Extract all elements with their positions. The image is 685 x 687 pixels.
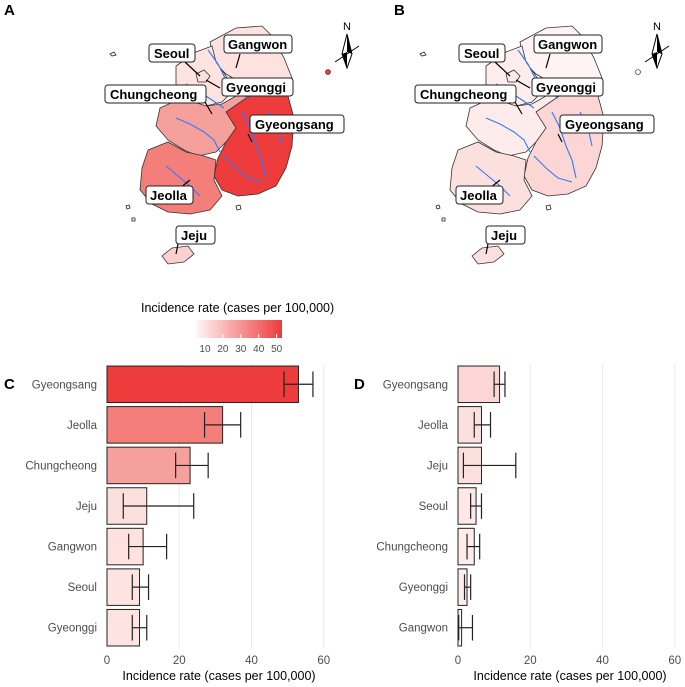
x-tick-label: 60 [317,655,330,667]
category-label: Gyeongsang [32,379,97,391]
bar-gyeongsang [457,365,501,404]
legend-title: Incidence rate (cases per 100,000) [141,301,334,315]
x-tick-label: 40 [245,655,258,667]
islands-a [109,51,242,222]
label-text-chungcheong-b: Chungcheong [420,87,507,102]
category-label: Jeju [427,460,448,472]
label-text-gangwon-a: Gangwon [228,37,287,52]
dokdo-island-a [325,69,331,75]
label-chungcheong-a: Chungcheong [104,84,213,115]
legend-tick-label: 50 [271,344,283,355]
north-arrow-b: N [644,21,670,70]
legend-ticks: 10 20 30 40 50 [199,334,283,355]
region-jeju [471,245,505,265]
legend-tick-label: 20 [217,344,229,355]
region-jeju [161,245,195,265]
label-text-seoul-b: Seoul [464,46,499,61]
map-a: N Seoul Gangwon Gyeonggi Chungcheong Gye… [104,21,360,265]
legend-gradient-bar [196,320,282,338]
category-label: Seoul [68,582,97,594]
category-label: Chungcheong [376,542,448,554]
color-legend: Incidence rate (cases per 100,000) 10 20 3… [141,301,334,355]
x-tick-label: 20 [524,655,537,667]
north-arrow-a: N [334,21,360,70]
legend-tick-label: 10 [199,344,211,355]
region-seoul [505,69,521,83]
label-text-gangwon-b: Gangwon [538,37,597,52]
label-text-jeolla-b: Jeolla [460,188,498,203]
label-text-jeju-a: Jeju [181,228,207,243]
compass-n-label-a: N [343,21,351,33]
bar-gyeongsang [106,365,299,404]
panel-letter-b: B [394,2,405,19]
label-jeolla-a: Jeolla [145,179,194,205]
label-gangwon-b: Gangwon [533,34,603,69]
legend-tick-label: 30 [235,344,247,355]
label-text-gyeonggi-a: Gyeonggi [226,80,286,95]
category-label: Gangwon [399,623,448,635]
panel-letter-c: C [4,376,15,393]
label-gyeonggi-a: Gyeonggi [205,77,294,97]
label-text-seoul-a: Seoul [154,46,189,61]
category-label: Gyeongsang [383,379,448,391]
x-tick-label: 0 [455,655,461,667]
category-label: Jeolla [418,420,449,432]
label-jeju-b: Jeju [485,225,526,255]
x-tick-label: 40 [596,655,609,667]
label-text-gyeongsang-b: Gyeongsang [565,117,644,132]
label-text-jeju-b: Jeju [491,228,517,243]
compass-n-label-b: N [653,21,661,33]
chart-d: Gyeongsang Jeolla Jeju Seoul Chungcheong Gyeo… [376,364,681,683]
label-text-gyeongsang-a: Gyeongsang [255,117,334,132]
category-label: Jeolla [67,420,98,432]
x-tick-label: 20 [173,655,186,667]
label-seoul-b: Seoul [458,43,511,77]
dokdo-island-b [635,69,641,75]
map-b: N Seoul Gangwon Gyeonggi Chungcheong Gye… [414,21,670,265]
panel-letter-d: D [354,376,365,393]
region-seoul [195,69,211,83]
label-seoul-a: Seoul [148,43,201,77]
x-axis-title: Incidence rate (cases per 100,000) [473,669,666,683]
x-axis-title: Incidence rate (cases per 100,000) [122,669,315,683]
label-text-chungcheong-a: Chungcheong [110,87,197,102]
legend-tick-label: 40 [253,344,265,355]
label-gyeonggi-b: Gyeonggi [515,77,604,97]
category-label: Seoul [419,501,448,513]
chart-c: Gyeongsang Jeolla Chungcheong Jeju Gangwon Se… [25,364,330,683]
category-label: Chungcheong [25,460,97,472]
label-gyeongsang-b: Gyeongsang [557,114,655,143]
label-jeju-a: Jeju [175,225,216,255]
bar-jeolla [106,406,224,444]
category-label: Gyeonggi [399,582,448,594]
category-label: Gangwon [48,542,97,554]
label-gangwon-a: Gangwon [223,34,293,69]
label-text-gyeonggi-b: Gyeonggi [536,80,596,95]
label-chungcheong-b: Chungcheong [414,84,523,115]
category-label: Jeju [76,501,97,513]
category-label: Gyeonggi [48,623,97,635]
label-gyeongsang-a: Gyeongsang [247,114,345,143]
islands-b [419,51,552,222]
label-text-jeolla-a: Jeolla [150,188,188,203]
x-tick-label: 60 [668,655,681,667]
panel-letter-a: A [4,2,15,19]
label-jeolla-b: Jeolla [455,179,504,205]
x-tick-label: 0 [104,655,110,667]
